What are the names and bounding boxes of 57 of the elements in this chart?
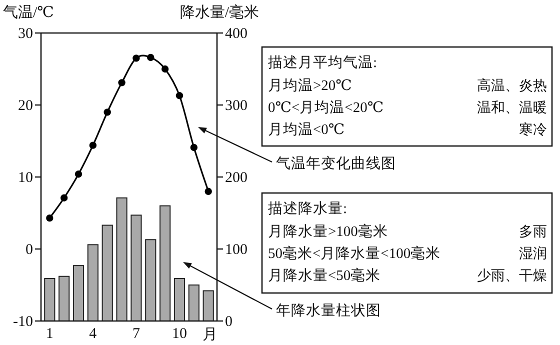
point: [132, 54, 140, 62]
text: 月均温<0℃: [268, 121, 345, 138]
point: [104, 108, 111, 116]
y2-tick-label: 0: [225, 314, 232, 330]
y-tick-label: 0: [26, 242, 33, 258]
bar: [145, 239, 156, 322]
bar: [72, 265, 84, 322]
bar: [202, 290, 214, 322]
y-tick-label: 30: [18, 26, 33, 42]
text: 描述月平均气温:: [268, 54, 378, 71]
point: [89, 142, 97, 149]
text: 月降水量>100毫米: [268, 223, 388, 240]
bar: [87, 244, 98, 322]
point: [161, 65, 169, 73]
bar: [44, 278, 56, 322]
text: 50毫米<月降水量<100毫米: [268, 245, 441, 262]
y-tick-label: 20: [18, 98, 33, 114]
point: [190, 144, 198, 152]
y2-tick-label: 300: [225, 98, 248, 114]
text: 月降水量<50毫米: [268, 267, 381, 284]
x-tick-label: 4: [89, 326, 98, 342]
point: [118, 79, 126, 86]
x-tick-label: 1: [46, 326, 54, 342]
y-tick-label: 10: [18, 170, 33, 186]
text: 年降水量柱状图: [276, 302, 381, 319]
bar: [116, 197, 128, 322]
point: [60, 194, 68, 202]
y2-tick-label: 400: [225, 26, 248, 42]
bar: [102, 224, 113, 322]
y2-axis-title: 降水量/毫米: [180, 4, 259, 21]
x-tick-label: 7: [132, 326, 140, 342]
y-axis-title: 气温/℃: [3, 4, 54, 21]
text: 寒冷: [519, 122, 547, 138]
point: [204, 188, 212, 195]
text: 温和、温暖: [477, 100, 547, 116]
bar: [174, 278, 186, 322]
text: 高温、炎热: [477, 78, 547, 94]
point: [74, 170, 82, 178]
bar: [160, 205, 171, 322]
x-tick-label: 10: [172, 326, 187, 342]
text: 描述降水量:: [268, 200, 348, 217]
bar: [58, 276, 70, 322]
text: 湿润: [519, 246, 547, 262]
text: 多雨: [519, 224, 547, 240]
y2-tick-label: 100: [225, 242, 248, 258]
y-tick-label: -10: [13, 314, 33, 330]
text: 月均温>20℃: [268, 77, 352, 94]
text: 0℃<月均温<20℃: [268, 99, 384, 116]
point: [176, 92, 184, 100]
x-axis-title: 月: [202, 327, 218, 343]
text: 少雨、干燥: [477, 268, 547, 284]
text: 气温年变化曲线图: [276, 155, 396, 172]
bar: [188, 284, 200, 322]
point: [46, 214, 54, 222]
point: [147, 54, 154, 62]
y2-tick-label: 200: [225, 170, 248, 186]
bar: [130, 214, 142, 322]
